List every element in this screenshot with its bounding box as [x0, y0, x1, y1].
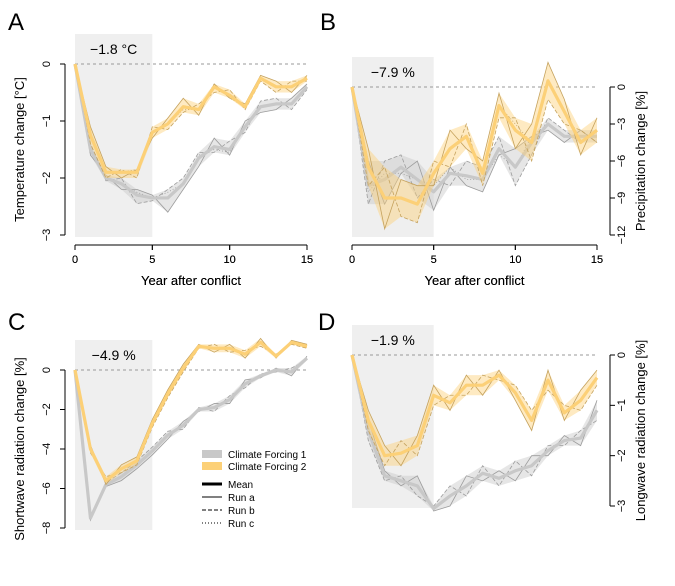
y-tick-label: −1	[616, 399, 628, 412]
series-forcing-2	[350, 354, 599, 467]
mean-line-forcing-1	[350, 86, 597, 194]
y-tick-label: −4	[41, 443, 53, 456]
y-tick-label: −6	[616, 155, 628, 168]
panel-annotation: −1.8 °C	[90, 41, 137, 57]
y-tick-label: 0	[41, 61, 53, 67]
legend-label-run-a: Run a	[228, 493, 255, 504]
y-tick-label: −3	[616, 118, 628, 131]
y-tick-label: −3	[41, 229, 53, 242]
series-forcing-1	[73, 355, 309, 522]
series-forcing-2	[73, 337, 308, 486]
x-tick-label: 10	[224, 254, 236, 266]
panel-d: 0 5 10 15 Year after conflict 0 −1 −2 −3 Longwave…	[318, 244, 648, 521]
legend-label-forcing-1: Climate Forcing 1	[228, 450, 307, 461]
panel-letter: B	[320, 9, 336, 36]
y-tick-label: −9	[616, 192, 628, 205]
x-axis-title: Year after conflict	[141, 273, 241, 288]
legend-label-mean: Mean	[228, 480, 253, 491]
y-tick-label: −2	[41, 403, 53, 416]
spread-band-forcing-2	[352, 62, 597, 229]
series-forcing-2	[73, 63, 308, 179]
x-tick-label: 0	[72, 254, 78, 266]
panel-a: 0 5 10 15 Year after conflict 0 −1 −2 −3 Temperat…	[8, 9, 313, 288]
mean-line-forcing-2	[350, 354, 599, 458]
x-tick-label: 15	[301, 254, 313, 266]
mean-line-forcing-1	[73, 63, 309, 200]
mean-line-forcing-1	[73, 356, 309, 520]
legend: Climate Forcing 1 Climate Forcing 2 Mean…	[202, 450, 307, 530]
panel-annotation: −1.9 %	[371, 332, 415, 348]
legend-swatch-forcing-1	[202, 450, 222, 458]
legend-label-run-b: Run b	[228, 506, 255, 517]
mean-line-forcing-2	[73, 340, 308, 483]
y-tick-label: −12	[616, 226, 628, 245]
series-forcing-2	[350, 61, 598, 231]
y-tick-label: −2	[41, 172, 53, 185]
mean-line-forcing-1	[350, 354, 599, 511]
mean-line-forcing-2	[73, 63, 308, 174]
x-tick-label: 10	[509, 254, 521, 266]
x-tick-label: 5	[149, 254, 155, 266]
x-tick-label: 5	[431, 254, 437, 266]
x-tick-label: 0	[349, 254, 355, 266]
y-tick-label: −6	[41, 482, 53, 495]
x-tick-label: 5	[149, 254, 155, 266]
legend-label-forcing-2: Climate Forcing 2	[228, 462, 307, 473]
panel-annotation: −7.9 %	[371, 64, 415, 80]
x-axis-title: Year after conflict	[141, 273, 241, 288]
x-tick-label: 0	[72, 254, 78, 266]
y-tick-label: 0	[616, 352, 628, 358]
panel-letter: D	[318, 309, 335, 336]
legend-swatch-forcing-2	[202, 462, 222, 470]
run-b-line-forcing-1	[351, 86, 598, 205]
panel-c: 0 5 10 15 Year after conflict 0 −2 −4 −6 −8 Shortw…	[8, 244, 313, 541]
series-forcing-1	[350, 86, 598, 212]
y-axis-title: Longwave radiation change [%]	[633, 340, 648, 521]
panel-annotation: −4.9 %	[92, 347, 136, 363]
mean-line-forcing-2	[350, 79, 598, 206]
x-axis-title: Year after conflict	[425, 273, 525, 288]
legend-label-run-c: Run c	[228, 519, 254, 530]
panel-b: 0 5 10 15 Year after conflict 0 −3 −6 −9 −12 Preci…	[320, 9, 648, 288]
x-axis-title: Year after conflict	[425, 273, 525, 288]
run-a-line-forcing-1	[351, 86, 598, 212]
spread-band-forcing-2	[352, 355, 597, 466]
x-tick-label: 10	[509, 254, 521, 266]
y-tick-label: −3	[616, 500, 628, 513]
x-tick-label: 15	[301, 254, 313, 266]
x-tick-label: 15	[591, 254, 603, 266]
panel-letter: C	[8, 309, 25, 336]
run-b-line-forcing-2	[351, 86, 598, 224]
y-tick-label: −2	[616, 449, 628, 462]
y-tick-label: 0	[41, 367, 53, 373]
series-forcing-1	[73, 63, 309, 213]
panel-letter: A	[8, 9, 24, 36]
y-axis-title: Temperature change [°C]	[12, 77, 27, 222]
y-tick-label: −8	[41, 522, 53, 535]
y-tick-label: 0	[616, 84, 628, 90]
x-tick-label: 15	[591, 254, 603, 266]
series-forcing-1	[350, 354, 599, 512]
x-tick-label: 0	[349, 254, 355, 266]
x-tick-label: 5	[431, 254, 437, 266]
y-axis-title: Precipitation change [%]	[633, 91, 648, 231]
x-tick-label: 10	[224, 254, 236, 266]
y-axis-title: Shortwave radiation change [%]	[12, 357, 27, 541]
spread-band-forcing-1	[352, 87, 597, 211]
y-tick-label: −1	[41, 115, 53, 128]
